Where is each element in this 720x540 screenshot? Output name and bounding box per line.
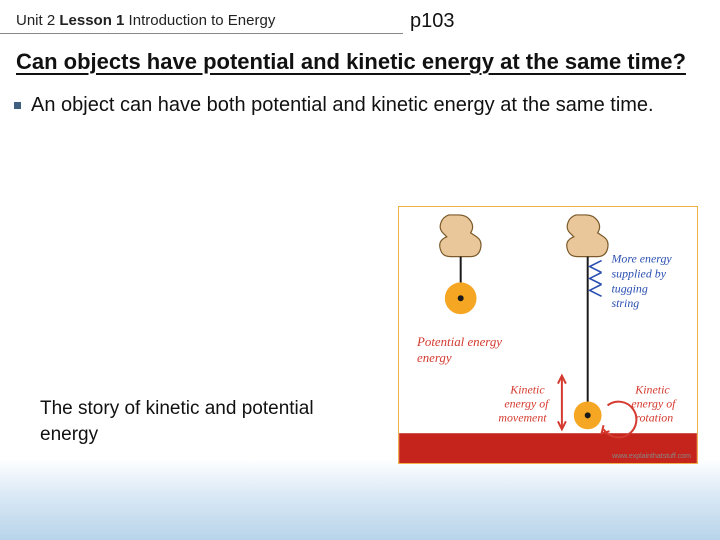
tug-arrows-icon: [590, 261, 602, 297]
diagram-credit: www.explainthatstuff.com: [612, 453, 691, 460]
more-energy-l4: string: [612, 296, 640, 310]
left-yoyo-dot: [458, 295, 464, 301]
bullet-icon: [14, 102, 21, 109]
more-energy-l2: supplied by: [612, 266, 667, 280]
kinetic-move-l1: Kinetic: [509, 383, 545, 397]
unit-prefix: Unit 2: [16, 12, 59, 29]
left-hand-group: [440, 215, 481, 314]
lesson-rest: Introduction to Energy: [124, 12, 275, 29]
bullet-item: An object can have both potential and ki…: [0, 82, 720, 119]
unit-lesson-label: Unit 2 Lesson 1 Introduction to Energy: [16, 12, 275, 29]
yoyo-diagram: Potential energy energy More energy supp…: [398, 206, 698, 464]
right-yoyo-dot: [585, 412, 591, 418]
right-hand-group: [567, 215, 608, 429]
lesson-bold: Lesson 1: [59, 12, 124, 29]
kinetic-rot-l2: energy of: [631, 396, 677, 410]
kinetic-rot-l1: Kinetic: [634, 383, 670, 397]
more-energy-l3: tugging: [612, 281, 648, 295]
slide-question: Can objects have potential and kinetic e…: [0, 34, 720, 82]
kinetic-rot-l3: rotation: [635, 410, 673, 424]
bullet-text: An object can have both potential and ki…: [31, 92, 654, 119]
kinetic-move-l3: movement: [498, 410, 547, 424]
svg-text:energy: energy: [417, 351, 452, 365]
more-energy-l1: More energy: [611, 252, 673, 266]
diagram-caption: The story of kinetic and potential energ…: [40, 396, 360, 447]
potential-label: Potential energy: [416, 335, 502, 349]
movement-arrow-icon: [558, 376, 566, 430]
header-bar: Unit 2 Lesson 1 Introduction to Energy: [0, 0, 403, 34]
kinetic-move-l2: energy of: [504, 396, 550, 410]
page-number: p103: [410, 10, 455, 33]
